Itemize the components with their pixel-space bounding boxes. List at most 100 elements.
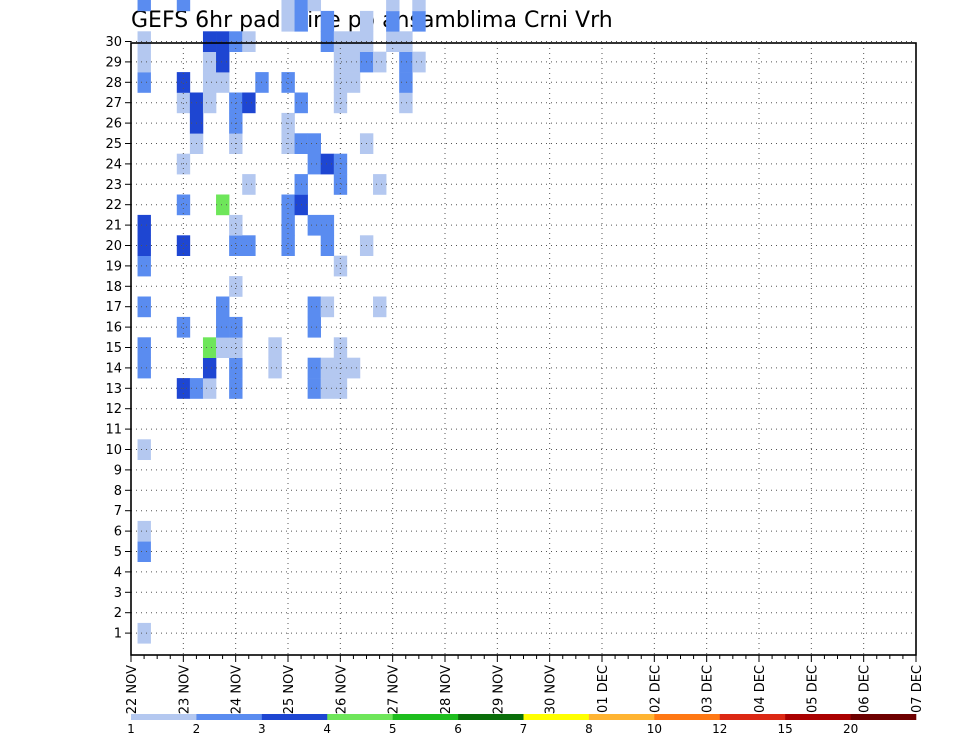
heatmap-cell <box>176 72 191 93</box>
heatmap-cell <box>333 51 348 73</box>
heatmap-cell <box>320 153 335 175</box>
y-tick-label: 13 <box>105 382 122 397</box>
grid-layer <box>131 41 916 655</box>
colorbar-label: 15 <box>778 722 793 736</box>
x-tick-label: 23 NOV <box>177 665 192 714</box>
heatmap-cell <box>333 255 348 277</box>
colorbar-swatch <box>850 714 917 720</box>
heatmap-cell <box>307 357 322 379</box>
heatmap-cell <box>320 235 335 256</box>
colorbar-swatch <box>196 714 263 720</box>
colorbar-label: 3 <box>258 722 266 736</box>
heatmap-cell <box>268 357 282 379</box>
x-tick-label: 04 DEC <box>753 665 768 713</box>
heatmap-cell <box>176 153 191 175</box>
axes-layer: 1234567891011121314151617181920212223242… <box>105 35 925 714</box>
heatmap-cell <box>373 174 387 195</box>
heatmap-cell <box>346 31 361 52</box>
x-tick-label: 01 DEC <box>596 665 611 713</box>
heatmap-cell <box>333 72 348 93</box>
colorbar-swatch <box>523 714 590 720</box>
colorbar-label: 10 <box>647 722 662 736</box>
plot-background <box>131 43 916 655</box>
heatmap-cell <box>399 31 413 52</box>
heatmap-cell <box>137 214 151 236</box>
heatmap-cell <box>137 0 151 12</box>
y-tick-label: 4 <box>114 565 122 580</box>
heatmap-cell <box>412 10 426 32</box>
colorbar-swatch <box>327 714 393 720</box>
heatmap-cell <box>216 316 230 338</box>
heatmap-cell <box>359 10 374 32</box>
heatmap-cell <box>137 439 151 460</box>
colorbar-label: 2 <box>193 722 201 736</box>
heatmap-cell <box>202 92 217 114</box>
heatmap-cell <box>294 10 308 32</box>
y-tick-label: 23 <box>105 178 122 193</box>
heatmap-cell <box>333 92 348 114</box>
colorbar-label: 12 <box>712 722 727 736</box>
heatmap-cell <box>176 235 191 256</box>
heatmap-cell <box>281 214 295 236</box>
colorbar-swatch <box>588 714 655 720</box>
heatmap-cell <box>202 51 217 73</box>
heatmap-cell <box>307 153 322 175</box>
heatmap-cell <box>202 357 217 379</box>
y-tick-label: 2 <box>114 606 122 621</box>
y-tick-label: 8 <box>114 484 122 499</box>
heatmap-cell <box>137 520 151 542</box>
y-tick-label: 10 <box>105 443 122 458</box>
y-tick-label: 3 <box>114 586 122 601</box>
y-tick-label: 30 <box>105 35 122 50</box>
colorbar-swatch <box>261 714 328 720</box>
heatmap-cell <box>137 296 151 318</box>
heatmap-cell <box>137 357 151 379</box>
colorbar-label: 7 <box>520 722 528 736</box>
heatmap-cell <box>399 51 413 73</box>
heatmap-cell <box>307 296 322 318</box>
y-tick-label: 22 <box>105 198 122 213</box>
heatmap-cell <box>216 194 230 216</box>
heatmap-cell <box>346 51 361 73</box>
heatmap-cell <box>320 10 335 32</box>
heatmap-cell <box>333 174 348 195</box>
heatmap-cell <box>202 378 217 399</box>
heatmap-cell <box>399 72 413 93</box>
y-tick-label: 18 <box>105 280 122 295</box>
heatmap-cell <box>373 51 387 73</box>
colorbar: 1 2 3 4 5 6 7 8 10 12 15 20 <box>127 714 917 736</box>
colorbar-label: 1 <box>127 722 135 736</box>
y-tick-label: 21 <box>105 219 122 234</box>
heatmap-cell <box>320 296 335 318</box>
heatmap-cell <box>229 235 243 256</box>
y-tick-label: 14 <box>105 361 122 376</box>
heatmap-cell <box>281 0 295 12</box>
heatmap-cell <box>320 357 335 379</box>
y-tick-label: 5 <box>114 545 122 560</box>
heatmap-cell <box>333 337 348 358</box>
y-tick-label: 25 <box>105 137 122 152</box>
heatmap-cell <box>137 255 151 277</box>
heatmap-cell <box>176 92 191 114</box>
heatmap-cell <box>176 0 191 12</box>
heatmap-cell <box>202 337 217 358</box>
heatmap-cell <box>137 541 151 562</box>
heatmap-cell <box>137 72 151 93</box>
heatmap-cell <box>216 296 230 318</box>
y-tick-label: 29 <box>105 55 122 70</box>
heatmap-cell <box>281 10 295 32</box>
heatmap-cell <box>216 31 230 52</box>
heatmap-cell <box>137 622 151 644</box>
x-tick-label: 29 NOV <box>491 665 506 714</box>
colorbar-swatch <box>458 714 524 720</box>
y-tick-label: 19 <box>105 259 122 274</box>
heatmap-cell <box>412 51 426 73</box>
heatmap-cell <box>202 72 217 93</box>
heatmap-cell <box>386 31 400 52</box>
x-tick-label: 22 NOV <box>125 665 140 714</box>
heatmap-cell <box>229 31 243 52</box>
heatmap-cell <box>281 72 295 93</box>
y-tick-label: 24 <box>105 157 122 172</box>
heatmap-cell <box>137 31 151 52</box>
heatmap-cell <box>320 31 335 52</box>
